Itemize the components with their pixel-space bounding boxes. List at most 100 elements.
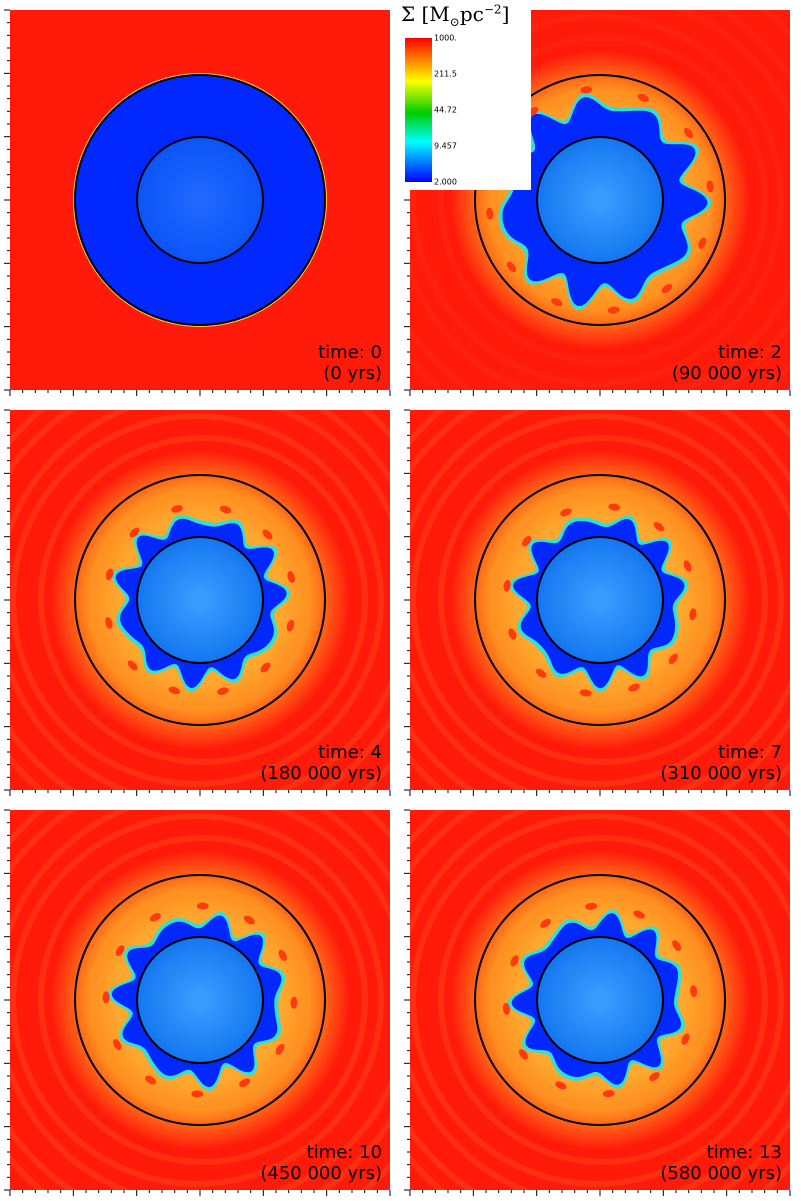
- colorbar-tick: 9.457: [434, 141, 457, 151]
- gas-clump: [608, 503, 621, 511]
- gas-clump: [555, 1081, 567, 1090]
- gas-clump: [129, 527, 140, 538]
- years-label: (180 000 yrs): [260, 763, 382, 784]
- outer-circle: [474, 474, 726, 726]
- gas-clump: [217, 687, 229, 695]
- gas-clump: [219, 505, 232, 514]
- outer-circle: [474, 74, 726, 326]
- gas-clump: [683, 560, 692, 572]
- density-map: [10, 810, 390, 1190]
- colorbar: Σ [M⊙pc−2] 1000. 211.5 44.72 9.457 2.000: [397, 0, 531, 190]
- ripple-ring: [438, 35, 768, 365]
- gas-clump: [579, 689, 592, 697]
- colorbar-title: Σ [M⊙pc−2]: [401, 2, 510, 29]
- ripple-ring: [10, 813, 384, 1187]
- gas-clump: [286, 619, 295, 632]
- gas-clump: [196, 902, 209, 910]
- gas-clump: [105, 617, 113, 629]
- gas-clump: [607, 306, 620, 314]
- gas-clump: [262, 529, 273, 540]
- ripple-ring: [410, 413, 784, 787]
- gas-clump: [518, 1049, 528, 1060]
- gas-clump: [290, 996, 298, 1009]
- time-label: time: 7: [718, 742, 782, 763]
- gas-clump: [637, 93, 649, 102]
- gas-clump: [633, 910, 645, 919]
- gas-clump: [649, 1072, 660, 1082]
- ripple-ring: [38, 435, 368, 765]
- gas-clump: [653, 522, 665, 532]
- colorbar-tick: 44.72: [434, 105, 457, 115]
- inner-disc: [538, 538, 662, 662]
- time-label: time: 0: [318, 342, 382, 363]
- ripple-ring: [438, 835, 768, 1165]
- gas-clump: [585, 902, 598, 910]
- time-label: time: 13: [706, 1142, 782, 1163]
- gas-clump: [127, 660, 138, 671]
- gas-clump: [145, 1075, 157, 1085]
- outer-circle: [74, 74, 326, 326]
- density-map: [410, 410, 790, 790]
- time-label: time: 4: [318, 742, 382, 763]
- outer-circle: [74, 874, 326, 1126]
- inner-circle: [536, 136, 664, 264]
- ripple-ring: [38, 835, 368, 1165]
- gas-clump: [522, 535, 532, 547]
- panel-time-7: time: 7 (310 000 yrs): [410, 410, 790, 790]
- gas-clump: [681, 1033, 690, 1045]
- gas-clump: [508, 628, 517, 640]
- gas-clump: [628, 683, 640, 692]
- gas-clump: [191, 1090, 204, 1098]
- inner-disc: [538, 138, 662, 262]
- gas-clump: [171, 505, 183, 513]
- colorbar-tick: 1000.: [434, 33, 457, 43]
- gas-clump: [506, 261, 517, 273]
- gas-clump: [560, 508, 572, 517]
- inner-disc: [138, 538, 262, 662]
- inner-circle: [136, 136, 264, 264]
- gas-clump: [168, 686, 181, 695]
- outer-circle: [474, 874, 726, 1126]
- ripple-ring: [438, 435, 768, 765]
- ripple-ring: [410, 13, 784, 387]
- gas-clump: [275, 1043, 285, 1055]
- gas-clump: [239, 1078, 251, 1087]
- gas-clump: [260, 662, 271, 673]
- gas-clump: [102, 991, 110, 1004]
- gas-clump: [113, 1039, 122, 1051]
- inner-circle: [136, 536, 264, 664]
- panel-time-13: time: 13 (580 000 yrs): [410, 810, 790, 1190]
- density-map: [10, 410, 390, 790]
- gas-clump: [580, 86, 593, 94]
- colorbar-tick: 2.000: [434, 177, 457, 187]
- years-label: (310 000 yrs): [660, 763, 782, 784]
- gas-clump: [706, 180, 714, 193]
- years-label: (450 000 yrs): [260, 1163, 382, 1184]
- gas-clump: [510, 955, 519, 967]
- years-label: (0 yrs): [323, 363, 382, 384]
- ripple-ring: [410, 813, 784, 1187]
- gas-clump: [243, 915, 255, 925]
- gas-clump: [535, 668, 547, 678]
- years-label: (90 000 yrs): [671, 363, 782, 384]
- gas-clump: [683, 127, 694, 139]
- gas-clump: [690, 985, 698, 998]
- gas-clump: [502, 1002, 510, 1015]
- gas-clump: [689, 608, 697, 621]
- panel-time-4: time: 4 (180 000 yrs): [10, 410, 390, 790]
- time-label: time: 10: [306, 1142, 382, 1163]
- colorbar-tick: 211.5: [434, 69, 457, 79]
- density-map: [410, 810, 790, 1190]
- gas-clump: [602, 1090, 615, 1098]
- colorbar-gradient: [405, 38, 432, 182]
- time-label: time: 2: [718, 342, 782, 363]
- gas-clump: [486, 207, 494, 220]
- inner-circle: [136, 936, 264, 1064]
- gas-clump: [115, 945, 125, 957]
- gas-clump: [540, 918, 551, 928]
- gas-clump: [661, 283, 673, 294]
- density-map: [10, 10, 390, 390]
- panel-time-0: time: 0 (0 yrs): [10, 10, 390, 390]
- gas-clump: [503, 579, 511, 592]
- outer-circle: [74, 474, 326, 726]
